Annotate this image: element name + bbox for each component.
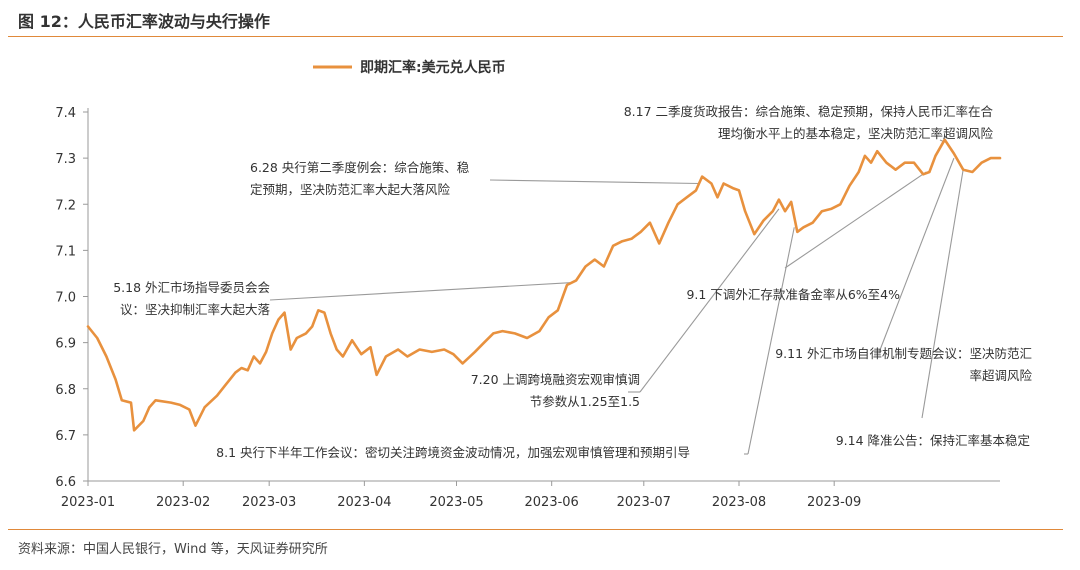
annotation-leader (639, 208, 780, 393)
annotation-line: 8.17 二季度货政报告：综合施策、稳定预期，保持人民币汇率在合 (624, 104, 994, 119)
top-rule (8, 36, 1063, 37)
annotation-text: 8.17 二季度货政报告：综合施策、稳定预期，保持人民币汇率在合理均衡水平上的基… (624, 104, 994, 141)
annotation-line: 率超调风险 (969, 368, 1032, 383)
plot-area (86, 138, 1002, 432)
annotation-line: 6.28 央行第二季度例会：综合施策、稳 (250, 160, 470, 175)
annotation-line: 定预期，坚决防范汇率大起大落风险 (250, 182, 451, 197)
figure-title: 图 12：人民币汇率波动与央行操作 (18, 12, 270, 31)
annotation-line: 9.14 降准公告：保持汇率基本稳定 (836, 433, 1030, 448)
x-tick-label: 2023-05 (429, 495, 483, 510)
annotation-line: 5.18 外汇市场指导委员会会 (113, 280, 270, 295)
annotation-line: 议：坚决抑制汇率大起大落 (120, 302, 271, 317)
annotation-leader (489, 179, 700, 185)
annotation-leader (879, 157, 955, 351)
x-tick-label: 2023-08 (712, 495, 766, 510)
annotation-leader (269, 282, 571, 301)
y-tick-label: 7.4 (55, 106, 76, 121)
source-note: 资料来源：中国人民银行，Wind 等，天风证券研究所 (18, 542, 328, 557)
legend: 即期汇率:美元兑人民币 (313, 59, 506, 76)
bottom-rule (8, 529, 1063, 530)
annotation-line: 节参数从1.25至1.5 (530, 394, 640, 409)
legend-label: 即期汇率:美元兑人民币 (360, 59, 506, 76)
y-tick-label: 6.8 (55, 383, 76, 398)
x-tick-label: 2023-09 (807, 495, 861, 510)
axes: 6.6 6.7 6.8 6.9 7.0 7.1 7.2 7.3 7.4 2023-01 2023-0… (55, 106, 1000, 510)
y-tick-label: 6.7 (55, 429, 76, 444)
annotation-text: 5.18 外汇市场指导委员会会议：坚决抑制汇率大起大落 (113, 280, 270, 317)
annotation-text: 9.11 外汇市场自律机制专题会议：坚决防范汇率超调风险 (775, 346, 1032, 383)
x-tick-label: 2023-02 (156, 495, 210, 510)
x-tick-label: 2023-03 (242, 495, 296, 510)
y-tick-label: 6.6 (55, 475, 76, 490)
annotations: 8.17 二季度货政报告：综合施策、稳定预期，保持人民币汇率在合理均衡水平上的基… (113, 104, 1032, 460)
x-tick-label: 2023-04 (337, 495, 391, 510)
annotation-leader (747, 227, 795, 455)
x-tick-label: 2023-07 (617, 495, 671, 510)
annotation-text: 7.20 上调跨境融资宏观审慎调节参数从1.25至1.5 (471, 372, 640, 409)
annotation-text: 9.1 下调外汇存款准备金率从6%至4% (686, 287, 900, 302)
y-tick-label: 7.2 (55, 198, 76, 213)
annotation-text: 8.1 央行下半年工作会议：密切关注跨境资金波动情况，加强宏观审慎管理和预期引导 (216, 445, 690, 460)
annotation-line: 7.20 上调跨境融资宏观审慎调 (471, 372, 640, 387)
x-tick-label: 2023-06 (525, 495, 579, 510)
annotation-line: 9.1 下调外汇存款准备金率从6%至4% (686, 287, 900, 302)
annotation-leader (921, 169, 964, 419)
annotation-text: 6.28 央行第二季度例会：综合施策、稳定预期，坚决防范汇率大起大落风险 (250, 160, 470, 197)
y-tick-label: 7.0 (55, 291, 76, 306)
annotation-line: 理均衡水平上的基本稳定，坚决防范汇率超调风险 (718, 126, 994, 141)
annotation-leaders (269, 139, 964, 455)
y-tick-label: 6.9 (55, 337, 76, 352)
annotation-line: 8.1 央行下半年工作会议：密切关注跨境资金波动情况，加强宏观审慎管理和预期引导 (216, 445, 690, 460)
annotation-text: 9.14 降准公告：保持汇率基本稳定 (836, 433, 1030, 448)
annotation-leader (784, 171, 927, 269)
annotation-line: 9.11 外汇市场自律机制专题会议：坚决防范汇 (775, 346, 1032, 361)
y-tick-label: 7.1 (55, 244, 76, 259)
x-tick-label: 2023-01 (61, 495, 115, 510)
series-line (86, 138, 1002, 432)
y-tick-label: 7.3 (55, 152, 76, 167)
